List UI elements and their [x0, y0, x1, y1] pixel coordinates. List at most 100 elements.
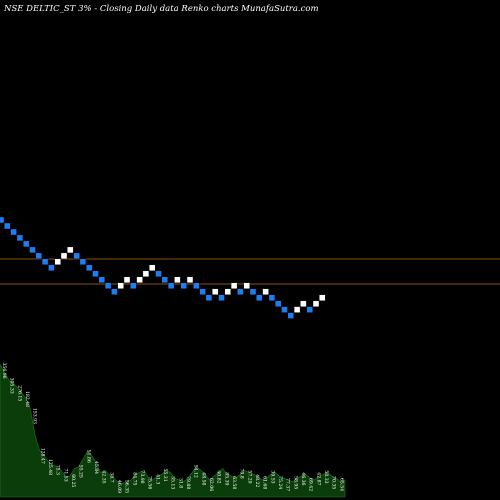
volume-label: 61.68	[262, 476, 268, 489]
renko-brick-down	[29, 246, 36, 254]
volume-label: 54.12	[193, 465, 199, 478]
renko-brick-down	[281, 306, 288, 313]
renko-brick-up	[123, 276, 131, 283]
volume-label: 56.35	[124, 480, 130, 493]
renko-brick-down	[111, 288, 118, 295]
volume-label: 60.25	[70, 474, 76, 487]
renko-brick-down	[256, 294, 263, 301]
renko-brick-up	[243, 282, 250, 289]
renko-brick-down	[10, 228, 17, 236]
renko-brick-down	[306, 306, 313, 313]
volume-label: 84.75	[131, 472, 137, 485]
renko-brick-up	[211, 288, 219, 295]
renko-brick-down	[218, 294, 225, 301]
renko-brick-down	[161, 276, 169, 283]
renko-brick-down	[4, 222, 11, 230]
volume-label: 62.06	[208, 478, 214, 491]
renko-brick-down	[287, 312, 294, 319]
reference-levels	[0, 258, 500, 285]
volume-label: 42.35	[101, 470, 107, 483]
volume-label: 48.58	[200, 472, 206, 485]
renko-brick-down	[16, 234, 24, 242]
volume-label: 55.25	[78, 465, 84, 478]
renko-brick-down	[155, 270, 162, 277]
volume-label: 70.35	[331, 476, 337, 489]
renko-brick-down	[268, 294, 276, 301]
renko-brick-up	[174, 276, 181, 283]
volume-label: 85.39	[223, 472, 229, 485]
volume-label: 31.8	[177, 478, 183, 488]
renko-brick-down	[92, 270, 99, 277]
renko-brick-down	[98, 276, 106, 283]
renko-brick-up	[54, 258, 61, 265]
renko-brick-up	[136, 276, 143, 283]
renko-brick-down	[193, 282, 200, 289]
renko-brick-up	[60, 252, 68, 260]
renko-brick-up	[293, 306, 301, 313]
volume-label: 45.84	[93, 461, 99, 474]
renko-brick-down	[237, 288, 244, 295]
renko-brick-down	[0, 216, 5, 224]
volume-label: 128.47	[39, 448, 45, 464]
renko-brick-up	[262, 288, 269, 295]
renko-brick-up	[67, 246, 74, 254]
volume-label: 39.53	[269, 470, 275, 483]
renko-brick-down	[73, 252, 80, 260]
renko-brick-down	[249, 288, 257, 295]
renko-brick-down	[104, 282, 112, 289]
volume-label: 77.37	[285, 478, 291, 491]
volume-label: 65.54	[338, 478, 344, 491]
volume-label: 46.36	[300, 472, 306, 485]
renko-brick-down	[180, 282, 187, 289]
volume-label: 69.42	[308, 478, 314, 491]
volume-label: 58.95	[292, 476, 298, 489]
renko-brick-down	[199, 288, 206, 295]
renko-brick-up	[319, 294, 326, 301]
volume-label: 125.48	[47, 459, 53, 475]
renko-brick-down	[23, 240, 30, 248]
volume-label: 75.3	[55, 465, 61, 475]
volume-label: 38.7	[108, 472, 114, 482]
volume-label: 46.09	[116, 480, 122, 493]
volume-panel	[0, 363, 346, 498]
renko-brick-down	[130, 282, 137, 289]
renko-brick-down	[35, 252, 42, 260]
renko-brick-up	[148, 264, 156, 271]
volume-label: 79.88	[185, 476, 191, 489]
volume-label: 75.56	[147, 476, 153, 489]
volume-label: 35.13	[170, 476, 176, 489]
volume-label: 51.86	[85, 450, 91, 463]
volume-label: 71.53	[62, 469, 68, 482]
renko-bricks	[0, 216, 326, 319]
renko-brick-up	[186, 276, 194, 283]
volume-label: 41.3	[154, 474, 160, 484]
volume-label: 42.87	[315, 472, 321, 485]
volume-label: 73.98	[139, 470, 145, 483]
renko-brick-down	[205, 294, 213, 301]
renko-brick-up	[300, 300, 307, 307]
volume-area	[0, 363, 346, 498]
volume-label: 48.22	[254, 474, 260, 487]
renko-brick-down	[167, 282, 175, 289]
volume-label: 63.58	[231, 476, 237, 489]
renko-brick-down	[79, 258, 87, 265]
renko-brick-down	[48, 264, 55, 271]
volume-label: 305.33	[9, 378, 15, 394]
volume-label: 75.24	[277, 476, 283, 489]
volume-label: 57.29	[246, 470, 252, 483]
volume-label: 70.8	[239, 469, 245, 479]
renko-brick-down	[41, 258, 49, 265]
renko-brick-down	[85, 264, 93, 271]
volume-label: 50.33	[323, 470, 329, 483]
volume-label: 276.15	[16, 385, 22, 401]
renko-brick-up	[230, 282, 238, 289]
renko-brick-up	[224, 288, 232, 295]
volume-label: 153.93	[32, 408, 38, 424]
renko-brick-down	[275, 300, 282, 307]
renko-brick-up	[142, 270, 150, 277]
renko-brick-up	[312, 300, 320, 307]
volume-label: 55.31	[162, 469, 168, 482]
volume-label: 356.96	[1, 363, 7, 379]
